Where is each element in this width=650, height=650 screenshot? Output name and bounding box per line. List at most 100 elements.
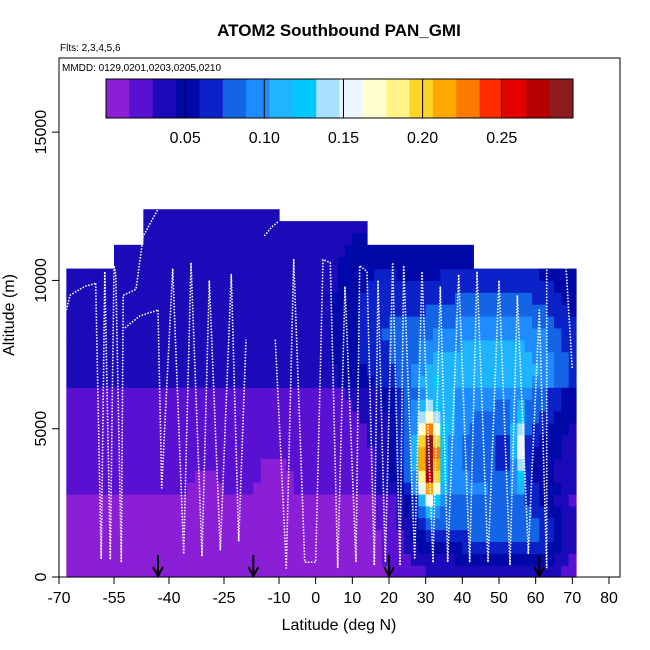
heatmap-cell	[524, 292, 533, 305]
heatmap-cell	[260, 316, 269, 329]
heatmap-cell	[165, 244, 174, 258]
flight-profile	[237, 339, 247, 542]
heatmap-cell	[524, 327, 533, 341]
heatmap-cell	[128, 517, 137, 531]
heatmap-cell	[121, 244, 130, 258]
heatmap-cell	[121, 387, 130, 400]
heatmap-cell	[158, 410, 166, 424]
heatmap-cell	[128, 482, 137, 495]
heatmap-cell	[136, 339, 144, 353]
heatmap-cell	[352, 493, 361, 507]
heatmap-cell	[510, 446, 518, 459]
heatmap-cell	[462, 553, 471, 566]
heatmap-cell	[81, 280, 89, 293]
heatmap-cell	[539, 505, 548, 519]
heatmap-cell	[418, 268, 427, 282]
heatmap-cell	[165, 482, 174, 495]
heatmap-cell	[308, 470, 317, 483]
heatmap-cell	[275, 446, 280, 459]
heatmap-cell	[95, 517, 104, 531]
heatmap-cell	[502, 268, 511, 282]
heatmap-cell	[337, 339, 346, 353]
heatmap-cell	[418, 446, 427, 459]
heatmap-cell	[224, 422, 232, 436]
heatmap-cell	[103, 375, 111, 388]
heatmap-cell	[194, 363, 203, 376]
heatmap-cell	[495, 399, 504, 412]
heatmap-cell	[128, 399, 137, 412]
heatmap-cell	[323, 517, 331, 531]
heatmap-cell	[202, 244, 210, 258]
heatmap-cell	[114, 268, 122, 282]
heatmap-cell	[359, 339, 368, 353]
heatmap-cell	[411, 529, 419, 543]
heatmap-cell	[359, 434, 368, 448]
heatmap-cell	[128, 375, 137, 388]
heatmap-cell	[532, 351, 540, 365]
heatmap-cell	[279, 482, 287, 495]
heatmap-cell	[114, 505, 122, 519]
heatmap-cell	[367, 505, 375, 519]
heatmap-cell	[517, 470, 526, 483]
heatmap-cell	[114, 316, 122, 329]
heatmap-cell	[114, 339, 122, 353]
heatmap-cell	[216, 517, 225, 531]
heatmap-cell	[136, 482, 144, 495]
heatmap-cell	[180, 553, 188, 566]
heatmap-cell	[268, 363, 276, 376]
heatmap-cell	[209, 446, 218, 459]
heatmap-cell	[73, 446, 82, 459]
heatmap-cell	[359, 458, 368, 471]
heatmap-cell	[403, 351, 412, 365]
heatmap-cell	[462, 327, 471, 341]
heatmap-cell	[268, 244, 276, 258]
heatmap-cell	[301, 505, 309, 519]
heatmap-cell	[510, 268, 518, 282]
heatmap-cell	[246, 517, 254, 531]
heatmap-cell	[389, 482, 397, 495]
heatmap-cell	[279, 304, 287, 317]
heatmap-cell	[110, 505, 115, 519]
heatmap-cell	[209, 316, 218, 329]
heatmap-cell	[110, 304, 115, 317]
heatmap-cell	[128, 553, 137, 566]
heatmap-cell	[172, 268, 181, 282]
heatmap-cell	[532, 327, 540, 341]
heatmap-cell	[546, 565, 555, 578]
heatmap-cell	[301, 387, 309, 400]
heatmap-cell	[150, 327, 159, 341]
heatmap-cell	[411, 422, 419, 436]
heatmap-cell	[462, 399, 471, 412]
heatmap-cell	[374, 399, 383, 412]
heatmap-cell	[554, 493, 562, 507]
heatmap-cell	[279, 410, 287, 424]
heatmap-cell	[209, 375, 218, 388]
heatmap-cell	[517, 292, 526, 305]
heatmap-cell	[279, 327, 287, 341]
heatmap-cell	[253, 209, 262, 222]
heatmap-cell	[286, 256, 295, 270]
heatmap-cell	[95, 304, 104, 317]
heatmap-cell	[194, 482, 203, 495]
heatmap-cell	[546, 482, 555, 495]
colorbar-swatch	[362, 79, 387, 118]
heatmap-cell	[473, 351, 482, 365]
heatmap-cell	[469, 268, 474, 282]
heatmap-cell	[216, 529, 225, 543]
heatmap-cell	[128, 422, 137, 436]
heatmap-cell	[209, 458, 218, 471]
heatmap-cell	[554, 387, 562, 400]
heatmap-cell	[539, 316, 548, 329]
heatmap-cell	[194, 280, 203, 293]
heatmap-cell	[209, 221, 218, 234]
heatmap-cell	[308, 529, 317, 543]
heatmap-cell	[455, 482, 463, 495]
heatmap-cell	[88, 375, 97, 388]
x-tick-label: 10	[343, 590, 361, 607]
heatmap-cell	[150, 517, 159, 531]
heatmap-cell	[73, 339, 82, 353]
heatmap-cell	[224, 209, 232, 222]
heatmap-cell	[455, 256, 463, 270]
heatmap-cell	[308, 256, 317, 270]
heatmap-cell	[554, 446, 562, 459]
